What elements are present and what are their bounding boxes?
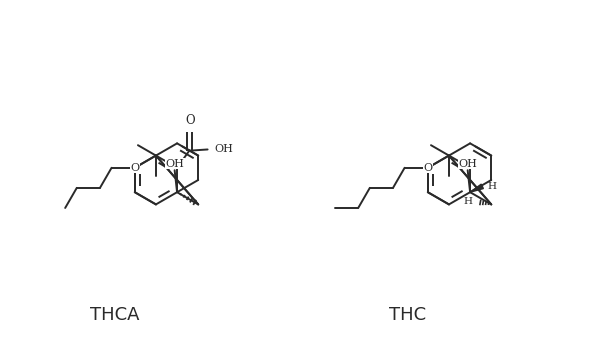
Text: OH: OH — [458, 159, 477, 169]
Text: OH: OH — [165, 159, 184, 169]
Text: H: H — [487, 182, 496, 191]
Polygon shape — [470, 184, 484, 192]
Text: O: O — [185, 114, 195, 126]
Text: H: H — [464, 197, 473, 207]
Text: OH: OH — [214, 144, 233, 154]
Text: THC: THC — [389, 306, 426, 324]
Text: O: O — [131, 163, 140, 173]
Text: O: O — [424, 163, 433, 173]
Text: THCA: THCA — [89, 306, 139, 324]
